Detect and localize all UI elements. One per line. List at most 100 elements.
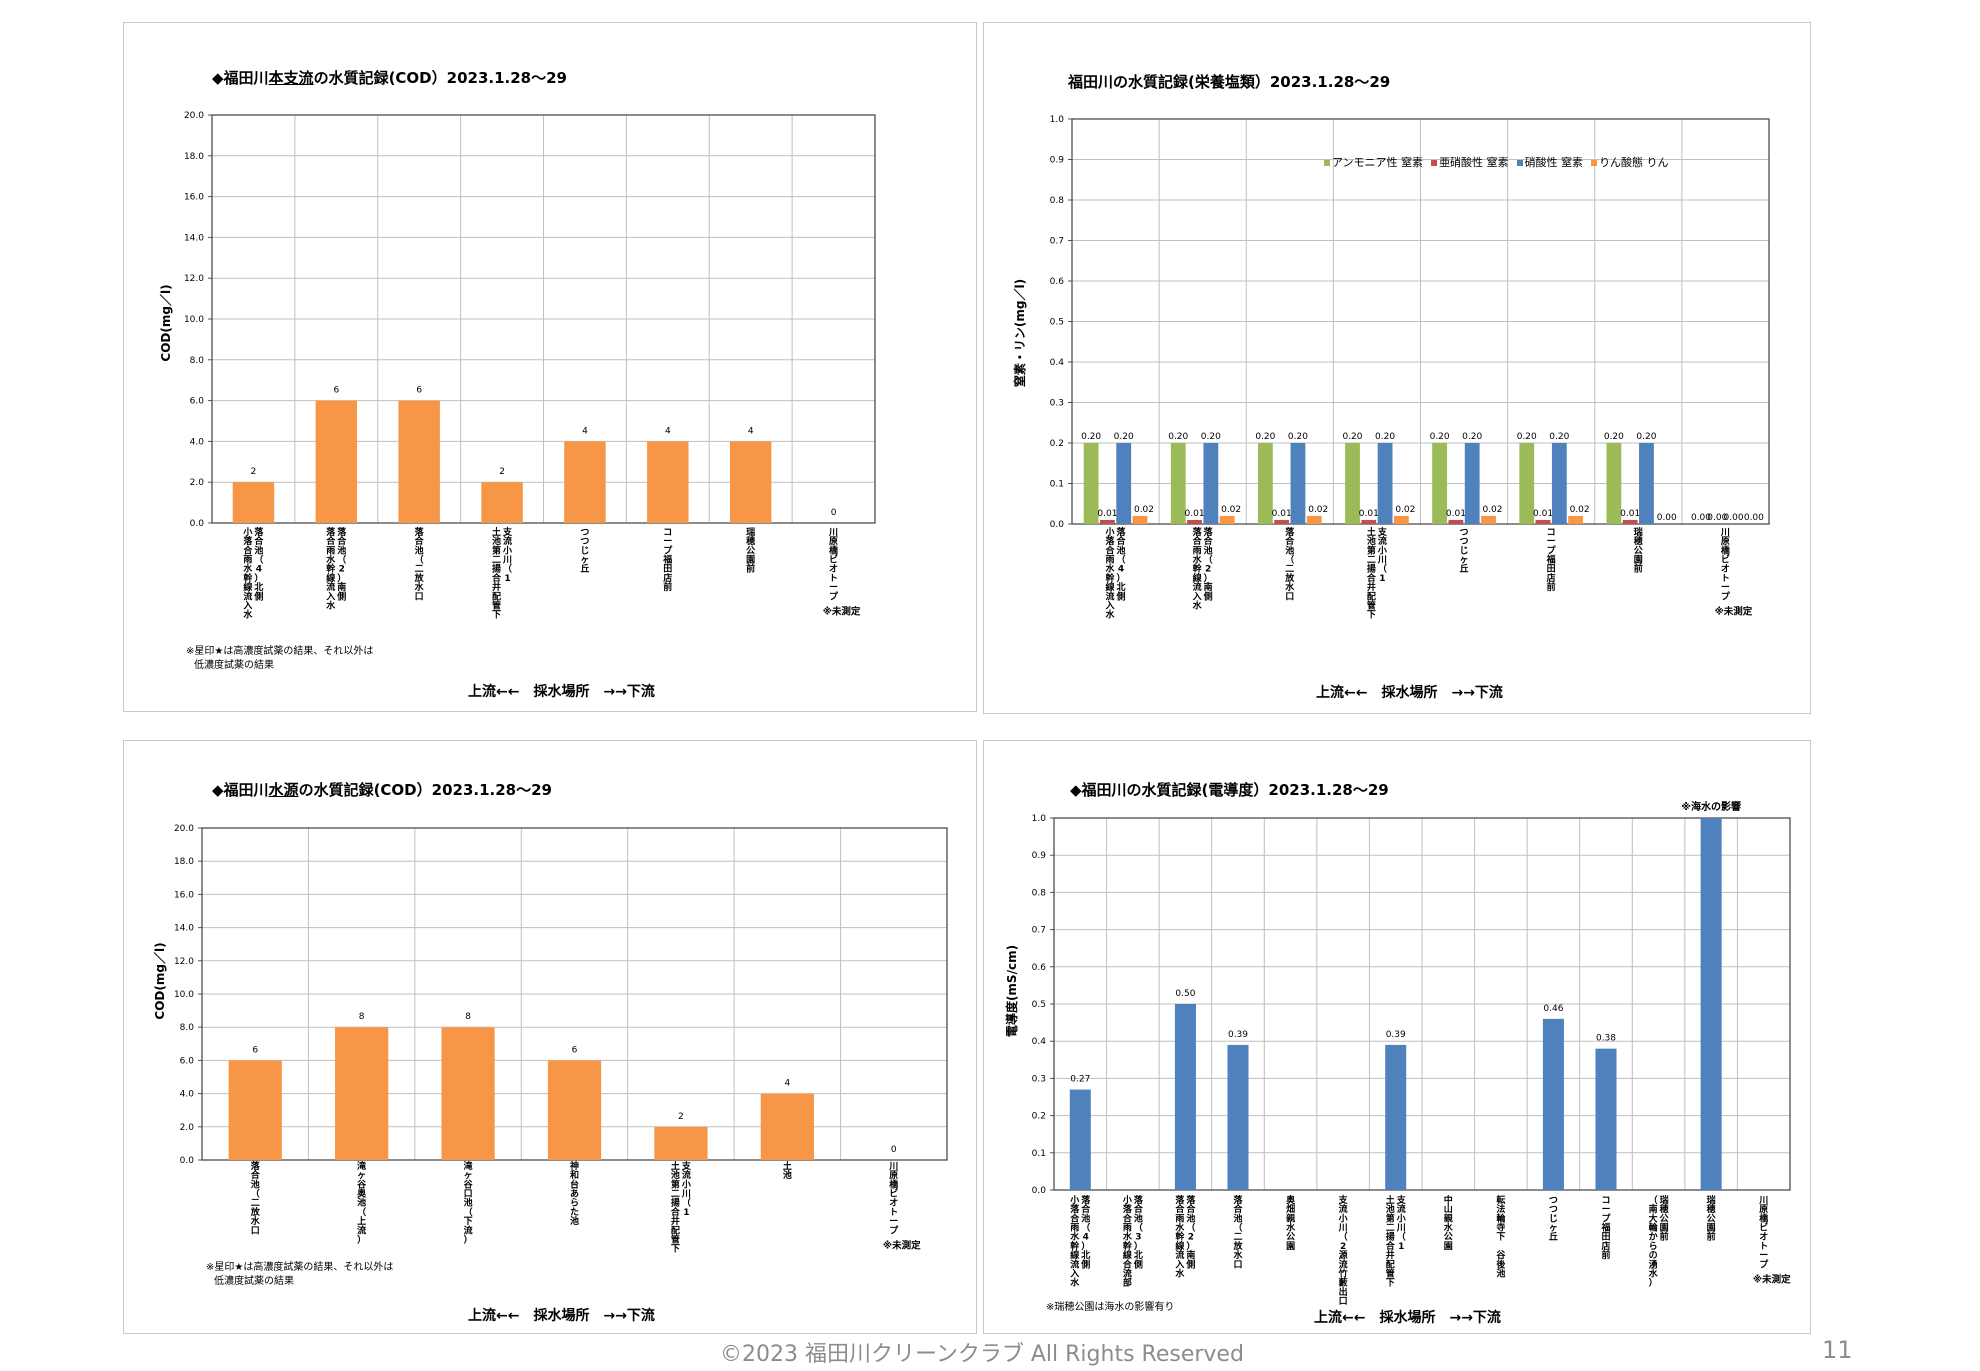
data-label: 0.01 <box>1446 509 1466 519</box>
data-label: 0.02 <box>1308 505 1328 515</box>
data-label: 0.01 <box>1185 509 1205 519</box>
data-label: 0.02 <box>1395 505 1415 515</box>
bar <box>315 400 358 523</box>
x-tick-label: 土池第二揚合井配管下 <box>671 1160 681 1255</box>
data-label: 0.01 <box>1272 509 1292 519</box>
bar <box>1227 1044 1249 1190</box>
x-tick-label: 小落合雨水幹線流入水 <box>1105 526 1116 621</box>
x-tick-label: 川原橋ビオトープ <box>1758 1195 1769 1270</box>
y-axis-title: 窒素・リン(mg／l) <box>1012 279 1027 387</box>
y-tick-label: 0.0 <box>190 519 205 529</box>
y-tick-label: 0.7 <box>1032 926 1046 936</box>
x-tick-label: 滝ヶ谷奥池（上流） <box>356 1160 367 1245</box>
y-tick-label: 8.0 <box>190 356 205 366</box>
y-tick-label: 10.0 <box>184 315 204 325</box>
x-tick-label: 落合池（ 4 ）北側 <box>1116 526 1127 602</box>
x-tick-label: 落合池（二放水口 <box>1232 1194 1243 1270</box>
x-tick-label: コープ福田店前 <box>1600 1196 1611 1261</box>
chart-title: ◆福田川本支流の水質記録(COD）2023.1.28～29 <box>212 69 567 87</box>
y-tick-label: 20.0 <box>184 111 204 121</box>
bar <box>1361 519 1377 524</box>
x-tick-label: 転法輪寺下 谷後池 <box>1496 1194 1506 1279</box>
x-tick-label: 支流小川（ 2 源流竹藪出口 <box>1338 1194 1349 1307</box>
bar <box>1257 443 1273 524</box>
bar <box>228 1060 282 1160</box>
bar <box>1448 519 1464 524</box>
data-label: 6 <box>252 1045 258 1055</box>
copyright-footer: ©2023 福田川クリーンクラブ All Rights Reserved <box>720 1342 1244 1367</box>
chart-title: ◆福田川の水質記録(電導度）2023.1.28～29 <box>1070 781 1389 799</box>
data-label: 0.20 <box>1517 432 1537 442</box>
x-tick-note: ※未測定 <box>883 1240 921 1252</box>
data-label: 0 <box>891 1145 897 1155</box>
data-label: 4 <box>582 426 588 436</box>
x-tick-note: ※未測定 <box>1753 1274 1791 1286</box>
data-label: 0.00 <box>1657 513 1677 523</box>
x-tick-label: 小落合雨水幹線流入水 <box>242 526 253 621</box>
y-tick-label: 0.1 <box>1050 480 1064 490</box>
cod-source-chart: 0.0 2.0 4.0 6.0 8.0 10.0 12.0 14.0 16.0 18.0 20.0 C… <box>152 824 948 1255</box>
x-tick-label: （南大輪からの湧水） <box>1649 1195 1659 1289</box>
y-tick-label: 4.0 <box>190 437 205 447</box>
y-tick-label: 0.3 <box>1050 399 1064 409</box>
bar <box>1535 519 1551 524</box>
data-label: 8 <box>359 1012 365 1022</box>
bar <box>1100 519 1115 524</box>
chart-legend: アンモニア性 窒素 亜硝酸性 窒素 硝酸性 窒素 りん酸態 りん <box>1324 154 1669 170</box>
data-label: 0.20 <box>1081 432 1101 442</box>
plot-area <box>1053 817 1791 1191</box>
y-axis-title: 電導度(mS/cm) <box>1004 945 1019 1037</box>
x-tick-label: 支流小川（ 1 <box>1396 1194 1407 1252</box>
legend-swatch <box>1516 160 1523 166</box>
data-label: 0.01 <box>1097 509 1117 519</box>
data-label: 2 <box>678 1112 684 1122</box>
y-tick-label: 0.9 <box>1032 851 1047 861</box>
data-label: 6 <box>416 386 422 396</box>
x-tick-label: 落合池（二放水口 <box>414 526 425 602</box>
bar <box>647 441 689 523</box>
y-tick-label: 2.0 <box>190 478 205 488</box>
bar <box>654 1126 708 1160</box>
x-tick-label: コープ福田店前 <box>662 528 673 593</box>
data-label: 0.20 <box>1288 432 1308 442</box>
legend-swatch <box>1324 160 1330 166</box>
x-tick-label: つつじヶ丘 <box>1549 1196 1558 1243</box>
bar <box>441 1027 495 1160</box>
data-label: 0.20 <box>1168 432 1188 442</box>
x-tick-label: 川原橋ビオトープ <box>888 1161 899 1236</box>
y-tick-label: 6.0 <box>190 397 205 407</box>
x-axis-title: 上流←← 採水場所 →→下流 <box>1314 1310 1501 1326</box>
y-tick-label: 16.0 <box>174 890 194 900</box>
y-tick-label: 10.0 <box>174 990 194 1000</box>
bar <box>1519 443 1535 524</box>
x-axis-title: 上流←← 採水場所 →→下流 <box>468 1308 655 1324</box>
x-tick-label: 神和台あらた池 <box>569 1160 579 1227</box>
legend-item: りん酸態 りん <box>1591 154 1669 170</box>
x-tick-note: ※未測定 <box>1715 606 1753 618</box>
bar <box>1393 515 1409 524</box>
conductivity-chart-panel: ◆福田川の水質記録(電導度）2023.1.28～29 0.0 0.1 0.2 0.3 0… <box>983 740 1811 1334</box>
x-tick-label: 瑞穂公園前 <box>1634 526 1643 575</box>
y-tick-label: 2.0 <box>180 1123 195 1133</box>
data-label: 0.01 <box>1533 509 1553 519</box>
y-tick-label: 0.9 <box>1050 156 1065 166</box>
x-tick-label: 落合池（ 2 ）南側 <box>1185 1194 1196 1270</box>
data-label: 0.39 <box>1228 1030 1248 1040</box>
x-tick-note: ※未測定 <box>823 606 861 618</box>
x-tick-label: 川原橋ビオトープ <box>1720 527 1731 602</box>
data-label: 0.20 <box>1604 432 1624 442</box>
x-tick-label: 小落合雨水幹線合流部 <box>1122 1194 1133 1289</box>
x-axis-title: 上流←← 採水場所 →→下流 <box>468 684 655 700</box>
y-tick-label: 12.0 <box>174 957 194 967</box>
y-tick-label: 0.0 <box>1032 1186 1047 1196</box>
x-tick-label: 土池第二揚合井配管下 <box>1386 1194 1396 1289</box>
legend-item: 亜硝酸性 窒素 <box>1431 154 1509 170</box>
bar <box>1464 443 1480 524</box>
bar <box>481 482 523 523</box>
y-tick-label: 6.0 <box>180 1056 195 1066</box>
bar <box>1170 443 1186 524</box>
bar <box>398 400 440 523</box>
x-tick-label: つつじヶ丘 <box>580 528 589 575</box>
data-label: 6 <box>333 386 339 396</box>
data-label: 0.20 <box>1255 432 1275 442</box>
